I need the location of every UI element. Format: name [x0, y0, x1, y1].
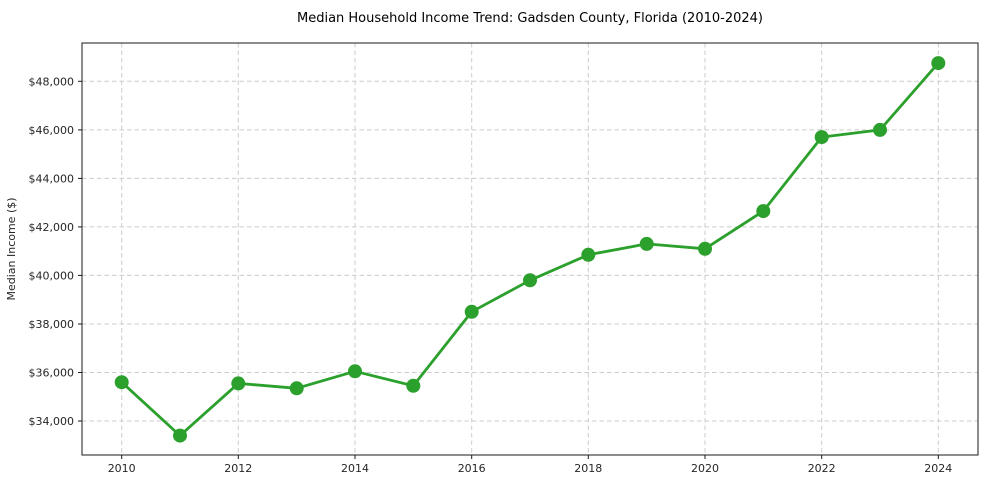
data-point-marker — [698, 241, 712, 256]
y-tick-label: $36,000 — [29, 367, 75, 380]
x-tick-label: 2024 — [924, 462, 952, 475]
data-point-marker — [756, 204, 771, 219]
x-tick-label: 2022 — [808, 462, 836, 475]
x-tick-label: 2014 — [341, 462, 369, 475]
plot-border — [81, 42, 979, 456]
grid-layer — [82, 43, 978, 455]
y-axis-label: Median Income ($) — [5, 197, 18, 300]
y-tick-label: $46,000 — [29, 124, 75, 137]
y-tick-label: $40,000 — [29, 269, 75, 282]
data-point-marker — [289, 381, 304, 396]
x-tick-label: 2020 — [691, 462, 719, 475]
series-layer — [114, 56, 946, 443]
x-tick-label: 2012 — [224, 462, 252, 475]
data-point-marker — [464, 304, 479, 319]
x-tick-label: 2010 — [108, 462, 136, 475]
data-point-marker — [406, 378, 421, 393]
y-tick-label: $44,000 — [29, 172, 75, 185]
data-point-marker — [581, 247, 596, 262]
x-tick-label: 2018 — [574, 462, 602, 475]
data-point-marker — [873, 122, 887, 137]
data-point-marker — [931, 56, 946, 71]
data-point-marker — [348, 364, 362, 379]
y-tick-label: $42,000 — [29, 221, 75, 234]
data-point-marker — [231, 376, 246, 391]
y-tick-label: $38,000 — [29, 318, 75, 331]
axis-tick-layer: 2010 2012 2014 2016 2018 2020 2022 2024 $34,000 $… — [29, 75, 953, 475]
y-tick-label: $34,000 — [29, 415, 75, 428]
data-point-marker — [814, 130, 829, 145]
data-point-marker — [173, 428, 187, 443]
y-tick-label: $48,000 — [29, 75, 75, 88]
chart-title: Median Household Income Trend: Gadsden C… — [297, 11, 763, 26]
data-point-marker — [114, 375, 129, 390]
data-point-marker — [639, 236, 654, 251]
x-tick-label: 2016 — [458, 462, 486, 475]
data-point-marker — [523, 273, 537, 288]
